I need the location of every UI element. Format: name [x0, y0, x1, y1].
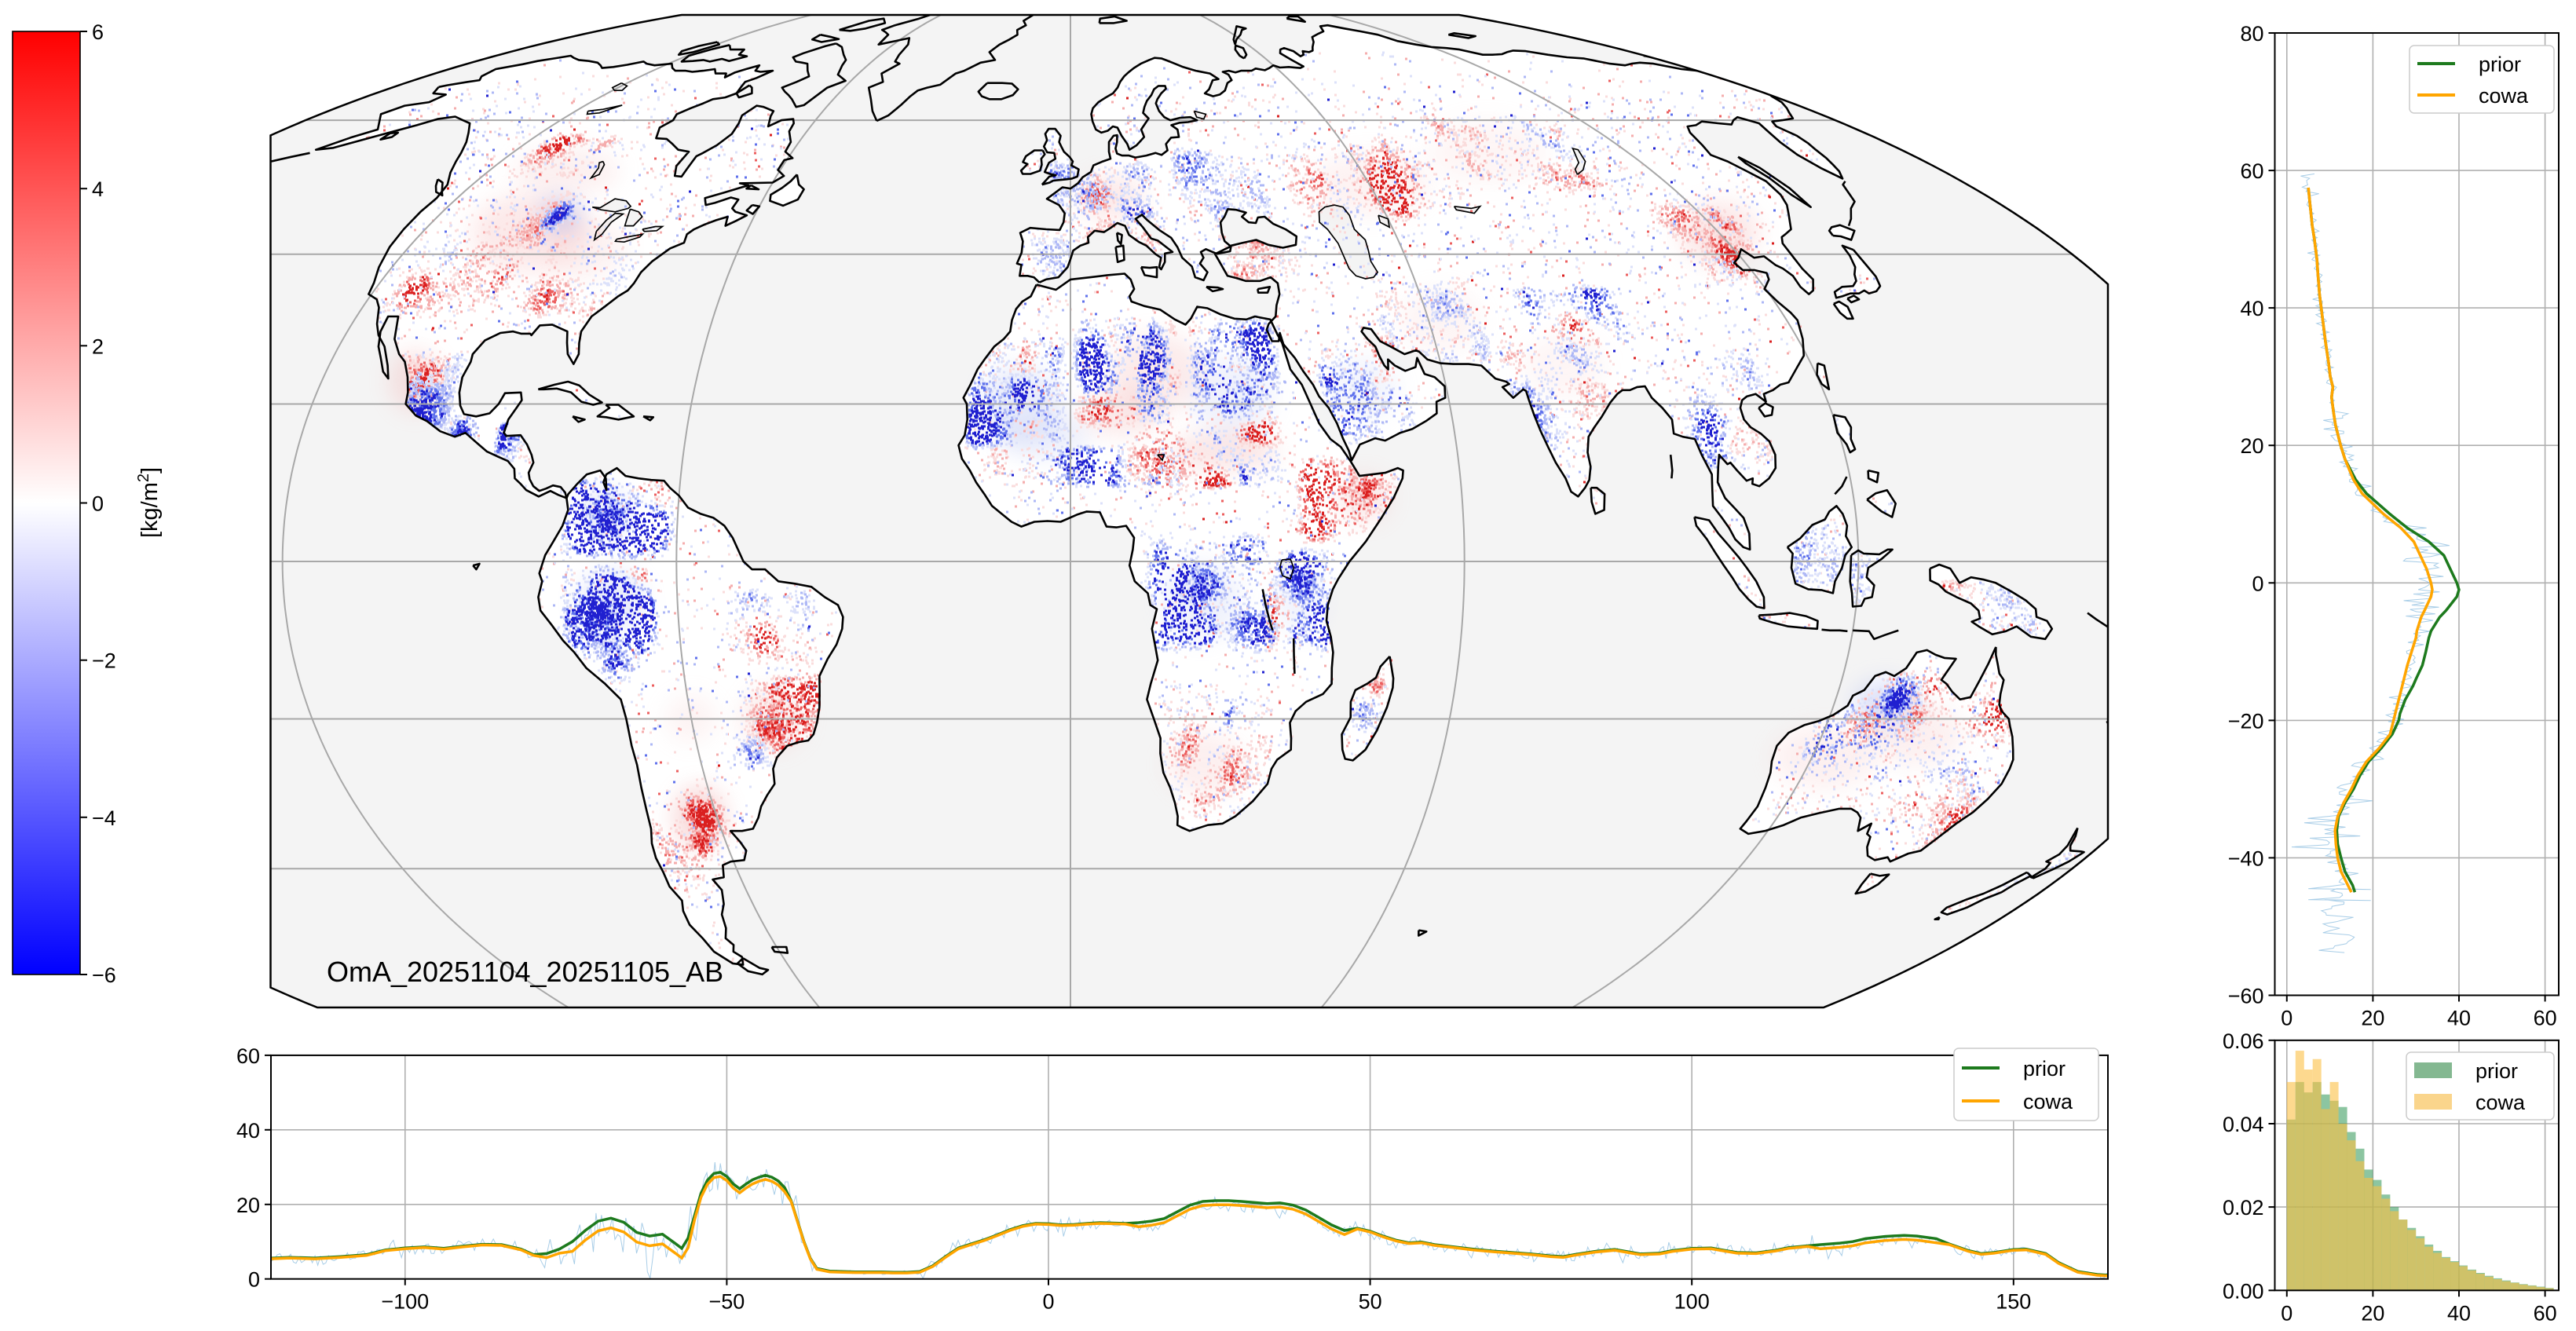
svg-text:−2: −2 — [92, 649, 116, 673]
svg-text:−4: −4 — [92, 806, 116, 830]
svg-text:−100: −100 — [381, 1290, 429, 1314]
svg-text:60: 60 — [2534, 1007, 2557, 1030]
svg-text:0.02: 0.02 — [2223, 1196, 2264, 1219]
svg-text:prior: prior — [2475, 1059, 2518, 1083]
svg-text:−60: −60 — [2228, 985, 2264, 1008]
svg-text:0.06: 0.06 — [2223, 1029, 2264, 1053]
svg-text:OmA_20251104_20251105_AB: OmA_20251104_20251105_AB — [327, 956, 723, 988]
svg-text:0: 0 — [2281, 1007, 2292, 1030]
svg-text:50: 50 — [1359, 1290, 1382, 1314]
svg-text:40: 40 — [2240, 297, 2263, 320]
svg-text:−20: −20 — [2228, 709, 2264, 733]
svg-text:20: 20 — [2240, 434, 2263, 458]
svg-text:80: 80 — [2240, 22, 2263, 46]
svg-text:−40: −40 — [2228, 847, 2264, 870]
svg-text:60: 60 — [2534, 1301, 2557, 1325]
svg-text:prior: prior — [2479, 53, 2521, 76]
svg-text:4: 4 — [92, 177, 104, 201]
svg-text:cowa: cowa — [2023, 1090, 2073, 1113]
svg-text:0: 0 — [248, 1268, 260, 1292]
svg-text:20: 20 — [236, 1194, 260, 1217]
svg-text:6: 6 — [92, 20, 104, 44]
svg-text:prior: prior — [2023, 1057, 2066, 1081]
svg-text:−6: −6 — [92, 964, 116, 987]
svg-text:60: 60 — [236, 1044, 260, 1068]
svg-text:−50: −50 — [708, 1290, 745, 1314]
svg-text:0.04: 0.04 — [2223, 1113, 2264, 1136]
svg-text:cowa: cowa — [2475, 1091, 2526, 1114]
svg-text:40: 40 — [2447, 1301, 2471, 1325]
svg-text:2: 2 — [92, 335, 104, 358]
svg-text:0: 0 — [2281, 1301, 2292, 1325]
svg-text:20: 20 — [2361, 1007, 2384, 1030]
svg-text:40: 40 — [2447, 1007, 2471, 1030]
svg-text:20: 20 — [2361, 1301, 2384, 1325]
svg-text:60: 60 — [2240, 159, 2263, 183]
svg-text:0: 0 — [1042, 1290, 1054, 1314]
svg-text:0.00: 0.00 — [2223, 1279, 2264, 1303]
svg-text:40: 40 — [236, 1119, 260, 1143]
svg-text:[kg/m2]: [kg/m2] — [135, 467, 163, 538]
svg-text:150: 150 — [1996, 1290, 2031, 1314]
svg-text:0: 0 — [2252, 572, 2263, 595]
svg-text:cowa: cowa — [2479, 84, 2529, 108]
svg-text:100: 100 — [1674, 1290, 1710, 1314]
svg-text:0: 0 — [92, 492, 104, 516]
